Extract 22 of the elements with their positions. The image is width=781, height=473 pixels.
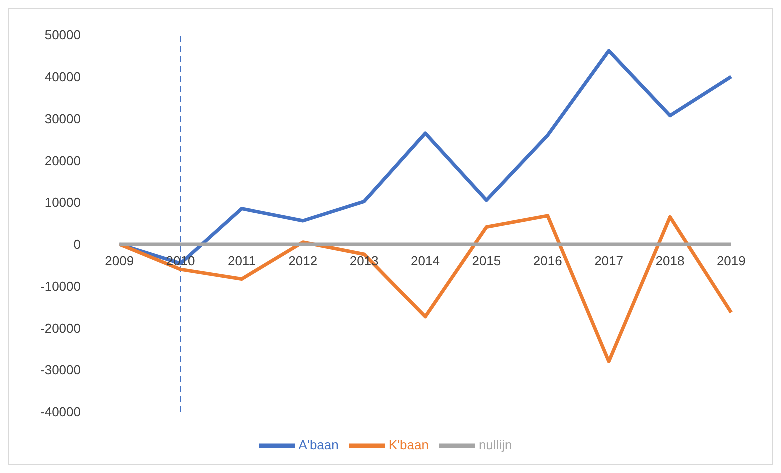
x-tick-label: 2012 [288, 254, 318, 269]
legend-label: A'baan [298, 437, 339, 452]
y-tick-label: 40000 [44, 70, 81, 85]
legend-label: K'baan [388, 437, 429, 452]
x-tick-label: 2017 [594, 254, 624, 269]
x-tick-label: 2016 [533, 254, 562, 269]
x-tick-label: 2018 [656, 254, 685, 269]
y-tick-label: -10000 [40, 278, 81, 294]
y-tick-label: -20000 [40, 320, 81, 336]
y-tick-label: 20000 [44, 153, 81, 168]
x-tick-label: 2014 [411, 254, 440, 269]
x-tick-label: 2011 [228, 254, 256, 269]
legend-label: nullijn [478, 437, 512, 452]
y-tick-label: -40000 [40, 404, 81, 420]
x-tick-label: 2009 [105, 254, 134, 269]
y-tick-label: 50000 [44, 28, 81, 43]
y-tick-label: -30000 [40, 362, 81, 378]
y-tick-label: 10000 [44, 195, 81, 210]
y-tick-label: 30000 [44, 111, 81, 126]
y-tick-label: 0 [74, 237, 81, 252]
x-tick-label: 2019 [716, 254, 746, 269]
x-tick-label: 2015 [472, 254, 502, 269]
